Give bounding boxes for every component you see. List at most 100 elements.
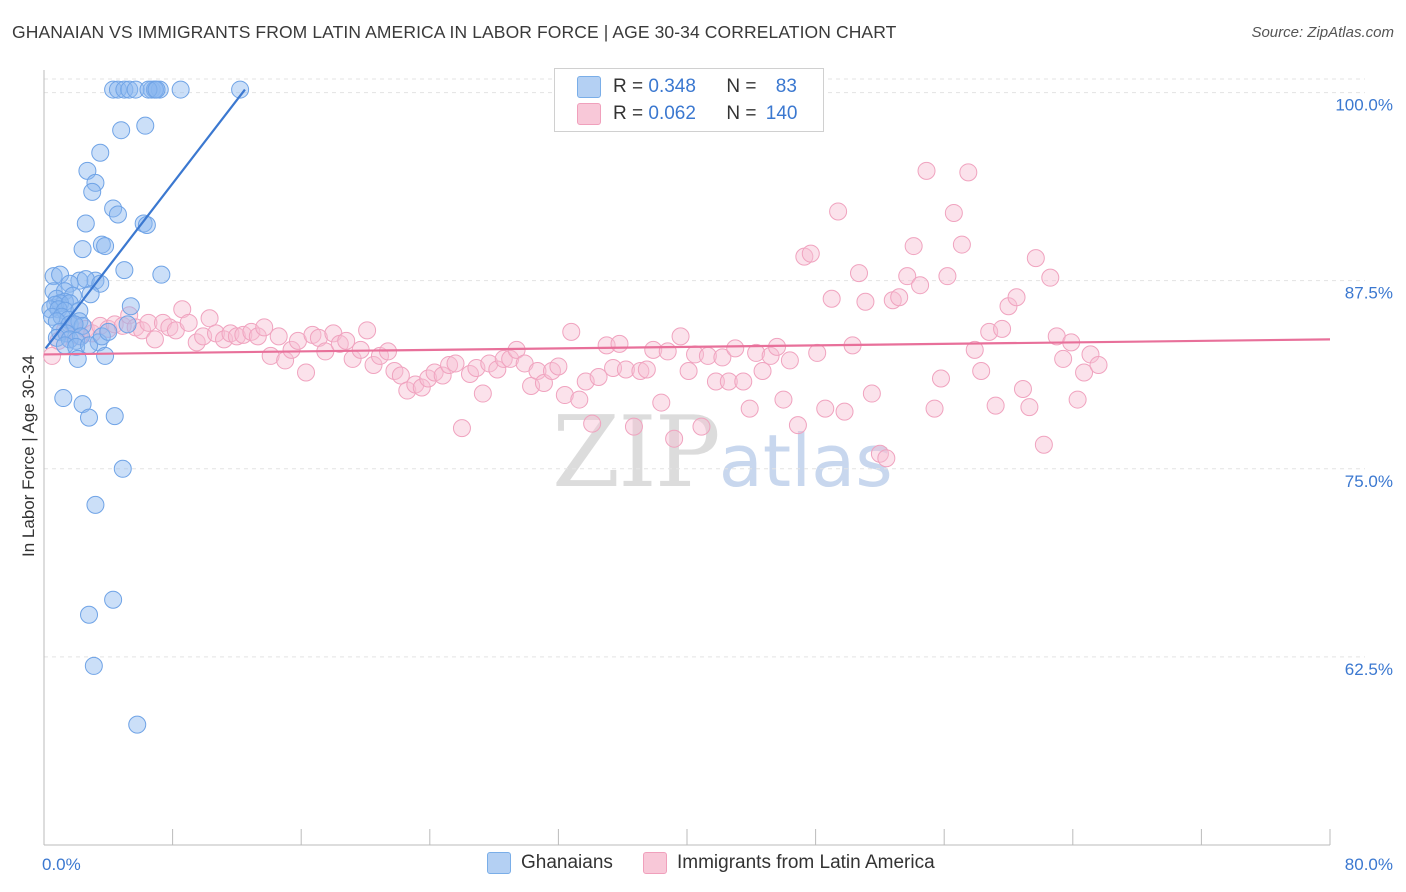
correlation-legend: R = 0.348 N = 83 R = 0.062 N = 140 <box>554 68 824 132</box>
latin-america-point <box>761 346 780 365</box>
legend-n-value: 140 <box>765 103 798 124</box>
latin-america-point <box>282 340 301 359</box>
latin-america-point <box>780 351 799 370</box>
latin-america-point <box>835 402 854 421</box>
latin-america-point <box>570 390 589 409</box>
x-tick-label-max: 80.0% <box>1345 855 1393 874</box>
axis-labels: 62.5% 75.0% 87.5% 100.0% 0.0% 80.0% In Labor F… <box>19 96 1393 874</box>
latin-america-point <box>904 237 923 256</box>
latin-america-point <box>679 361 698 380</box>
y-tick-label: 62.5% <box>1345 660 1393 679</box>
latin-america-point <box>862 384 881 403</box>
latin-america-point <box>1068 390 1087 409</box>
latin-america-point <box>624 417 643 436</box>
ghanaian-point <box>80 408 99 427</box>
legend-swatch-ghanaians <box>577 76 601 98</box>
legend-item-latin-america[interactable]: Immigrants from Latin America <box>643 852 935 874</box>
trend-line-latin-america <box>43 338 1331 356</box>
watermark: ZIPatlas <box>552 396 893 510</box>
legend-n-value: 83 <box>775 76 797 97</box>
legend-item-ghanaians[interactable]: Ghanaians <box>487 852 613 874</box>
latin-america-point <box>385 361 404 380</box>
chart-title: GHANAIAN VS IMMIGRANTS FROM LATIN AMERIC… <box>12 22 897 42</box>
latin-america-point <box>43 346 62 365</box>
latin-america-point <box>652 393 671 412</box>
latin-america-point <box>944 203 963 222</box>
latin-america-point <box>555 386 574 405</box>
ghanaian-point <box>113 459 132 478</box>
latin-america-point <box>297 363 316 382</box>
ghanaian-point <box>73 240 92 259</box>
latin-america-point <box>501 349 520 368</box>
ghanaian-point <box>126 80 145 99</box>
latin-america-point <box>1075 363 1094 382</box>
ghanaian-point <box>76 214 95 233</box>
ghanaian-point <box>81 285 100 304</box>
latin-america-point <box>549 357 568 376</box>
legend-row-latin-america: R = 0.062 N = 140 <box>577 102 797 126</box>
legend-r-value: 0.348 <box>648 76 696 97</box>
axes <box>43 70 1331 846</box>
ghanaian-point <box>121 297 140 316</box>
latin-america-point <box>925 399 944 418</box>
latin-america-point <box>139 313 158 332</box>
ghanaian-point <box>60 330 79 349</box>
grid-lines <box>44 78 1365 658</box>
latin-america-point <box>931 369 950 388</box>
source-credit: Source: ZipAtlas.com <box>1251 24 1394 41</box>
latin-america-point <box>179 313 198 332</box>
latin-america-point <box>200 309 219 328</box>
latin-america-point <box>952 235 971 254</box>
latin-america-point <box>706 372 725 391</box>
latin-america-point <box>747 343 766 362</box>
ghanaian-point <box>96 346 115 365</box>
legend-n-label: N = <box>726 103 757 124</box>
legend-row-ghanaians: R = 0.348 N = 83 <box>577 75 797 99</box>
latin-america-point <box>1013 380 1032 399</box>
latin-america-point <box>610 334 629 353</box>
legend-r-label: R = <box>613 103 644 124</box>
latin-america-point <box>692 417 711 436</box>
ghanaian-point <box>171 80 190 99</box>
latin-america-point <box>1089 355 1108 374</box>
ghanaian-point <box>54 389 73 408</box>
latin-america-point <box>255 318 274 337</box>
ghanaian-point <box>84 656 103 675</box>
ghanaian-point <box>136 116 155 135</box>
x-tick-label-min: 0.0% <box>42 855 81 874</box>
latin-america-point <box>604 358 623 377</box>
legend-n-label: N = <box>726 76 757 97</box>
latin-america-point <box>726 339 745 358</box>
latin-america-point <box>631 361 650 380</box>
latin-america-point <box>616 360 635 379</box>
latin-america-point <box>1034 435 1053 454</box>
latin-america-point <box>753 361 772 380</box>
ghanaian-point <box>104 590 123 609</box>
latin-america-point <box>870 444 889 463</box>
latin-america-point <box>917 161 936 180</box>
latin-america-point <box>145 330 164 349</box>
latin-america-point <box>1041 268 1060 287</box>
trend-line-ghanaians <box>44 88 246 350</box>
latin-america-point <box>719 372 738 391</box>
latin-america-point <box>713 348 732 367</box>
ghanaian-point <box>108 205 127 224</box>
ghanaian-point <box>91 143 110 162</box>
latin-america-point <box>972 361 991 380</box>
latin-america-point <box>877 449 896 468</box>
ghanaian-point <box>92 327 111 346</box>
latin-america-point <box>774 390 793 409</box>
ghanaian-point <box>128 715 147 734</box>
legend-swatch-latin-america <box>643 852 667 874</box>
legend-label-ghanaians: Ghanaians <box>521 852 613 873</box>
latin-america-point <box>412 378 431 397</box>
series-latin-america-points <box>43 161 1108 468</box>
latin-america-point <box>965 340 984 359</box>
watermark-atlas: atlas <box>718 419 893 503</box>
series-legend: Ghanaians Immigrants from Latin America <box>0 852 1406 878</box>
latin-america-point <box>801 244 820 263</box>
ghanaian-point <box>99 322 118 341</box>
ghanaian-point <box>147 80 166 99</box>
latin-america-point <box>1020 398 1039 417</box>
